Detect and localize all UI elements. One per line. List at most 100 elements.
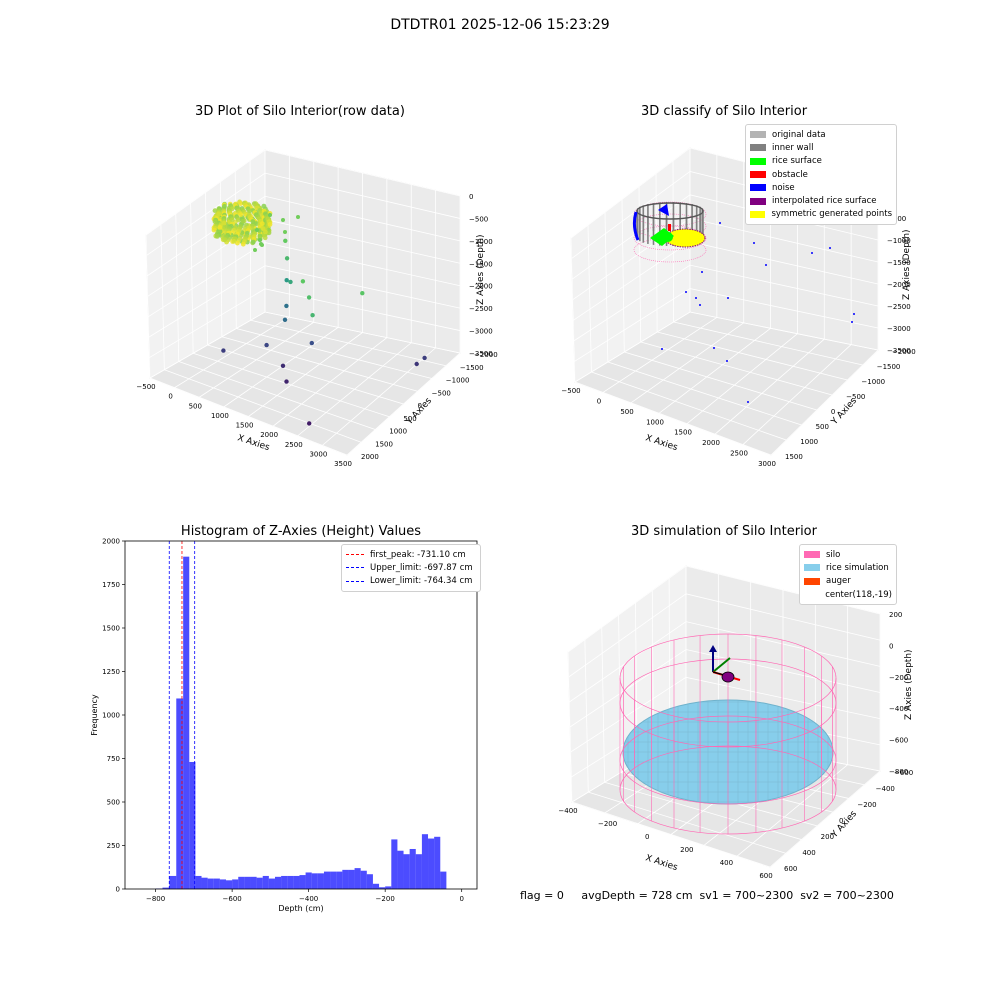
- legend-entry: Upper_limit: -697.87 cm: [346, 561, 476, 574]
- floor-grid-line: [673, 321, 863, 366]
- legend-swatch: [750, 171, 766, 179]
- simulation-y-axis-label: Y Axies: [829, 809, 859, 841]
- legend-label: Lower_limit: -764.34 cm: [370, 576, 473, 587]
- data-point: [310, 313, 315, 318]
- floor-grid-line: [207, 344, 404, 405]
- y-tick-label: 600: [784, 865, 797, 873]
- surface-point: [222, 203, 227, 209]
- y-tick-label: 750: [107, 755, 120, 763]
- histogram-bar: [238, 876, 245, 889]
- noise-cluster: [632, 211, 640, 241]
- data-point: [307, 421, 312, 426]
- surface-point: [214, 234, 220, 239]
- z-tick-label: −2000: [469, 283, 493, 291]
- legend-label: Upper_limit: -697.87 cm: [370, 562, 473, 573]
- y-tick-label: −2000: [474, 351, 498, 359]
- x-tick-label: −500: [561, 387, 580, 395]
- data-point: [306, 295, 312, 300]
- histogram-bar: [274, 876, 282, 889]
- noise-point: [853, 313, 855, 315]
- histogram-bar: [354, 868, 361, 889]
- z-tick-label: −3000: [469, 328, 493, 336]
- data-point: [280, 363, 286, 368]
- x-tick-label: 3000: [758, 460, 776, 468]
- z-tick-label: −1500: [469, 260, 493, 268]
- z-tick-label: −400: [889, 705, 908, 713]
- surface-point: [261, 203, 267, 209]
- legend-label: rice surface: [772, 156, 822, 167]
- y-tick-label: −500: [846, 393, 865, 401]
- x-tick-label: −800: [146, 895, 165, 903]
- data-point: [221, 348, 226, 353]
- x-tick-label: 400: [720, 859, 733, 867]
- legend-label: center(118,-19): [825, 589, 892, 600]
- figure-title: DTDTR01 2025-12-06 15:23:29: [390, 17, 610, 33]
- wall-grid-line: [604, 212, 609, 363]
- surface-point: [255, 228, 259, 232]
- surface-point: [250, 239, 256, 245]
- classify-3d-ticks: −500050010001500200025003000−2000−1500−1…: [561, 193, 915, 468]
- symmetric-surface: [664, 228, 706, 248]
- surface-point: [221, 220, 227, 226]
- x-tick-label: 0: [168, 393, 172, 401]
- histogram-bar: [219, 879, 227, 889]
- data-point: [284, 256, 290, 261]
- floor-grid-line: [657, 331, 848, 381]
- y-tick-label: −200: [857, 801, 876, 809]
- data-point: [284, 379, 289, 384]
- noise-point: [753, 242, 755, 244]
- floor-grid-line: [604, 781, 802, 840]
- y-tick-label: −600: [894, 769, 913, 777]
- legend-label: interpolated rice surface: [772, 196, 877, 207]
- surface-point: [212, 219, 218, 225]
- legend-swatch: [804, 591, 819, 598]
- floor-grid-line: [178, 361, 376, 430]
- surface-point: [263, 229, 268, 235]
- legend-label: inner wall: [772, 142, 814, 153]
- surface-point: [259, 242, 263, 246]
- data-point: [284, 278, 289, 283]
- wall-grid-line: [190, 203, 194, 354]
- histogram-bar: [305, 872, 312, 889]
- wall-grid-line: [148, 242, 461, 318]
- histogram-x-axis-label: Depth (cm): [278, 904, 323, 913]
- legend-entry: symmetric generated points: [750, 208, 892, 221]
- y-tick-label: 0: [839, 817, 843, 825]
- histogram-bar: [232, 879, 239, 889]
- status-footer: flag = 0 avgDepth = 728 cm sv1 = 700~230…: [520, 889, 894, 902]
- histogram-bar: [397, 850, 404, 889]
- wall-grid-line: [149, 288, 461, 358]
- histogram-bar: [348, 869, 355, 889]
- raw-plot-title: 3D Plot of Silo Interior(row data): [195, 104, 405, 119]
- histogram-legend: first_peak: -731.10 cm Upper_limit: -697.…: [341, 544, 481, 592]
- surface-point: [260, 226, 266, 231]
- data-point: [288, 279, 293, 285]
- surface-point: [267, 222, 273, 227]
- wall-grid-line: [655, 173, 658, 333]
- histogram-bar: [169, 875, 177, 889]
- legend-label: silo: [826, 549, 841, 560]
- surface-point: [259, 221, 265, 227]
- surface-point: [216, 211, 222, 217]
- z-tick-label: −1500: [887, 259, 911, 267]
- y-tick-label: 500: [816, 423, 829, 431]
- wall-grid-line: [145, 149, 461, 236]
- legend-swatch: [750, 157, 766, 165]
- x-tick-label: −400: [299, 895, 318, 903]
- wall-grid-line: [146, 195, 461, 277]
- x-tick-label: 3000: [309, 450, 327, 458]
- legend-swatch: [750, 197, 766, 205]
- raw-z-axis-label: Z Axies (Depth): [476, 234, 486, 305]
- z-tick-label: −3000: [887, 325, 911, 333]
- surface-point: [238, 212, 244, 218]
- wall-grid-line: [205, 192, 208, 346]
- surface-point: [238, 201, 244, 207]
- y-tick-label: 0: [831, 408, 835, 416]
- noise-point: [726, 360, 728, 362]
- legend-swatch: [804, 551, 820, 559]
- surface-point: [258, 238, 262, 242]
- x-tick-label: 1000: [211, 412, 229, 420]
- wall-grid-line: [234, 171, 237, 329]
- simulation-auger: [709, 645, 741, 683]
- x-tick-label: 500: [620, 408, 633, 416]
